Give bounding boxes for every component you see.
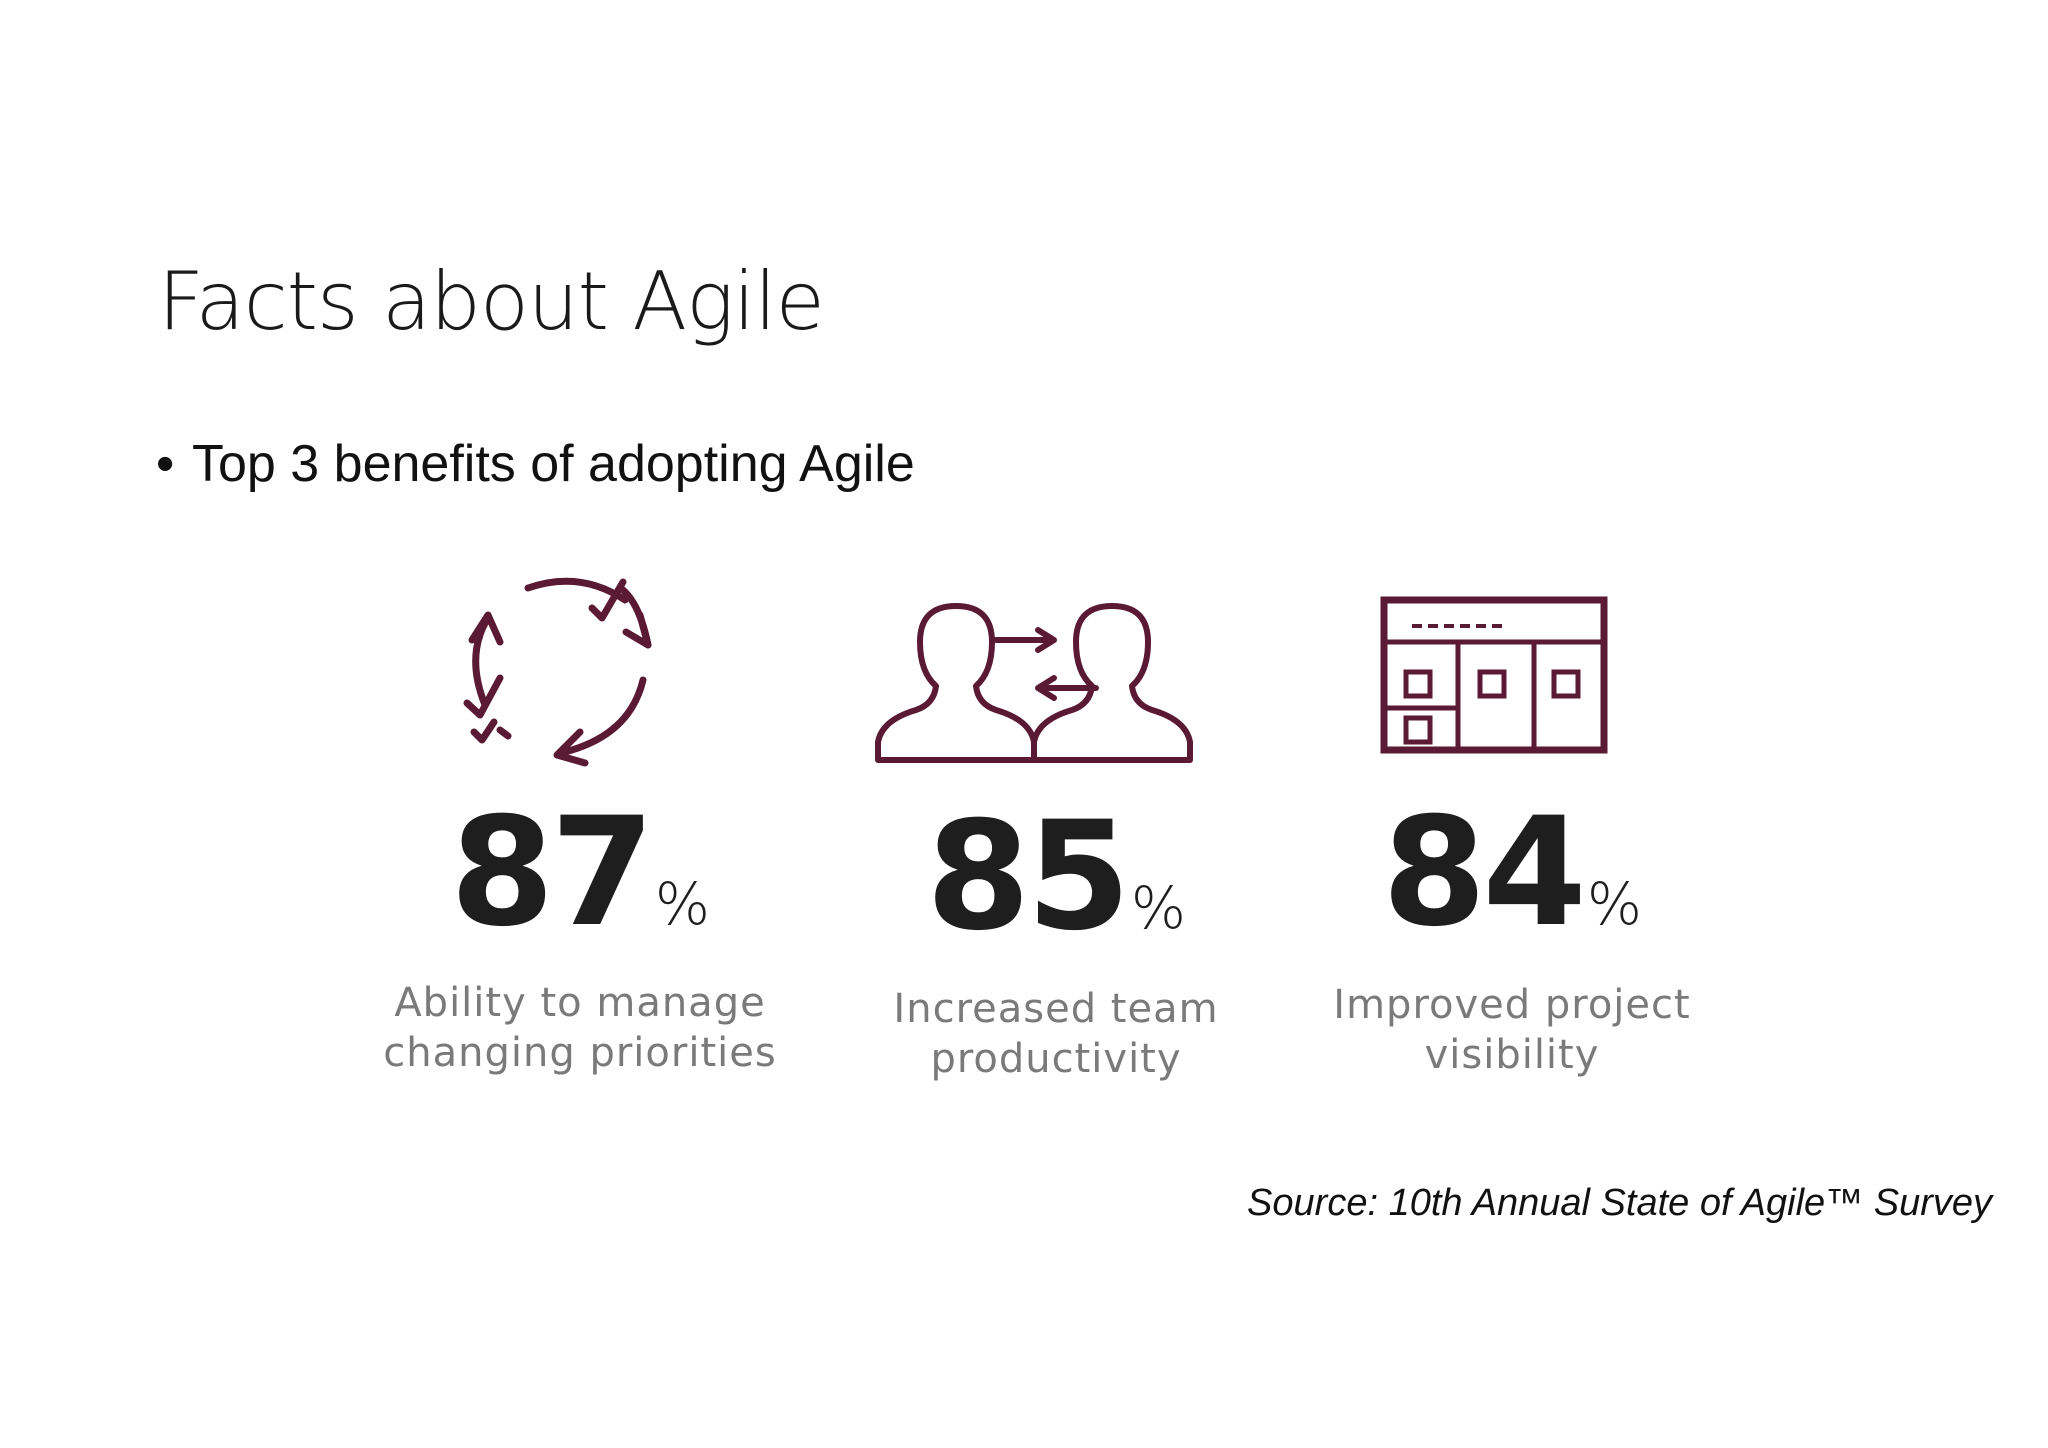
stat-85: 85% Increased team productivity xyxy=(816,560,1296,1100)
stat-value: 87 xyxy=(450,786,655,960)
source-citation: Source: 10th Annual State of Agile™ Surv… xyxy=(1247,1182,1992,1224)
bullet-symbol: • xyxy=(156,435,175,493)
stat-label-line2: changing priorities xyxy=(383,1030,777,1076)
stat-value-row: 87% xyxy=(340,798,820,948)
two-people-exchange-icon xyxy=(875,603,1193,763)
cycle-checkmarks-icon xyxy=(463,577,652,767)
stat-value-row: 84% xyxy=(1272,798,1752,948)
project-board-icon xyxy=(1380,596,1608,754)
stat-label-line2: visibility xyxy=(1424,1032,1600,1078)
stat-label: Increased team productivity xyxy=(816,984,1296,1084)
stat-label-line1: Increased team xyxy=(893,986,1219,1032)
stat-label: Ability to manage changing priorities xyxy=(340,978,820,1078)
bullet-item: • Top 3 benefits of adopting Agile xyxy=(156,438,915,490)
stat-label-line2: productivity xyxy=(930,1036,1182,1082)
percent-sign: % xyxy=(1130,874,1186,942)
slide-title: Facts about Agile xyxy=(158,255,825,348)
stat-label: Improved project visibility xyxy=(1272,980,1752,1080)
stat-84: 84% Improved project visibility xyxy=(1272,560,1752,1100)
stat-value: 85 xyxy=(926,790,1131,964)
stat-value: 84 xyxy=(1382,786,1587,960)
stat-label-line1: Ability to manage xyxy=(394,980,766,1026)
percent-sign: % xyxy=(654,870,710,938)
percent-sign: % xyxy=(1586,870,1642,938)
bullet-text: Top 3 benefits of adopting Agile xyxy=(192,435,915,493)
stat-value-row: 85% xyxy=(816,802,1296,952)
stat-label-line1: Improved project xyxy=(1333,982,1691,1028)
stat-87: 87% Ability to manage changing prioritie… xyxy=(340,560,820,1100)
